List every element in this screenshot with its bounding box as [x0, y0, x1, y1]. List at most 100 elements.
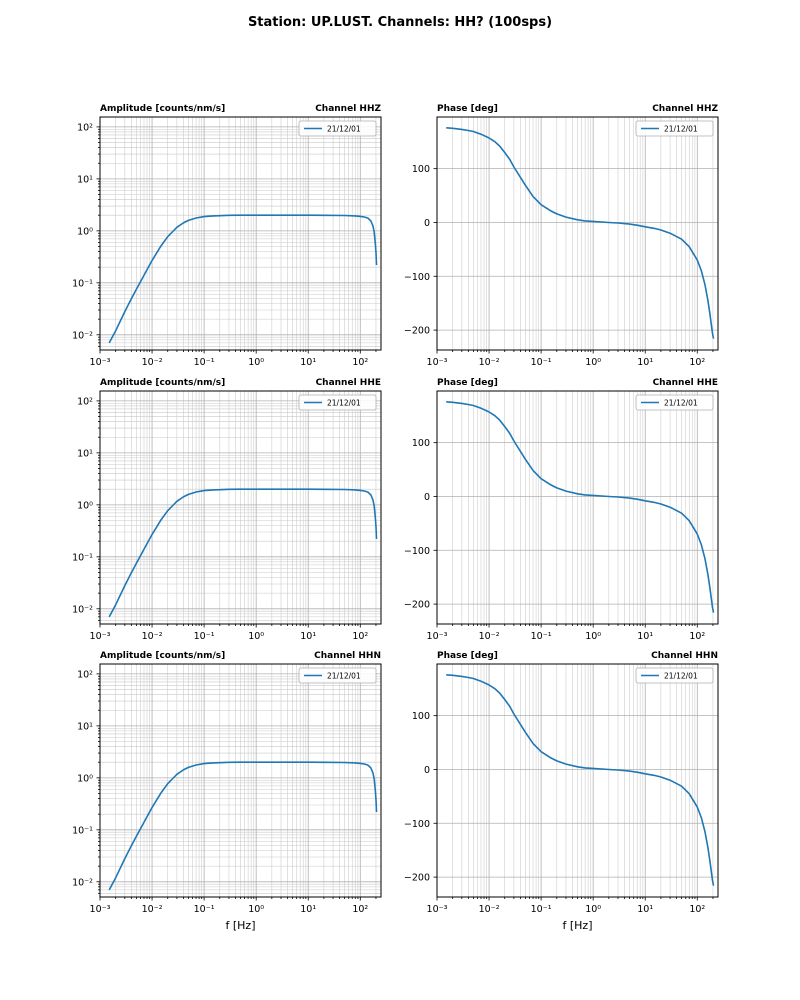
- legend-box: [635, 394, 714, 411]
- y-tick-label: 0: [424, 765, 430, 776]
- legend-label: 21/12/01: [664, 399, 698, 408]
- y-tick-label: 10⁰: [77, 226, 93, 237]
- subplot-title-left: Amplitude [counts/nm/s]: [100, 104, 225, 114]
- legend: 21/12/01: [635, 120, 714, 137]
- x-tick-label: 10²: [352, 357, 368, 368]
- legend-box: [298, 394, 377, 411]
- y-tick-label: −100: [404, 819, 430, 830]
- y-tick-label: −100: [404, 272, 430, 283]
- x-tick-label: 10¹: [300, 631, 316, 642]
- x-tick-label: 10⁻²: [142, 631, 163, 642]
- x-tick-label: 10⁰: [585, 631, 601, 642]
- x-tick-label: 10²: [352, 904, 368, 915]
- legend: 21/12/01: [298, 120, 377, 137]
- legend-label: 21/12/01: [327, 125, 361, 134]
- subplot-title-right: Channel HHZ: [315, 104, 381, 114]
- x-tick-label: 10²: [689, 904, 705, 915]
- x-tick-label: 10⁻²: [142, 904, 163, 915]
- grid-minor: [452, 664, 714, 897]
- x-tick-label: 10²: [689, 357, 705, 368]
- x-tick-label: 10⁻¹: [531, 357, 552, 368]
- y-tick-label: 10⁻¹: [72, 825, 93, 836]
- tick-labels: 10⁻³ 10⁻² 10⁻¹ 10⁰ 10¹ 10² 10⁻² 10⁻¹ 10⁰ 10¹ 10²: [72, 669, 368, 915]
- x-tick-label: 10⁻¹: [194, 357, 215, 368]
- y-tick-label: 100: [412, 164, 430, 175]
- grid-minor: [452, 117, 714, 350]
- y-tick-label: 10²: [77, 122, 93, 133]
- subplot-title-right: Channel HHZ: [652, 104, 718, 114]
- y-tick-label: 10⁻²: [72, 604, 93, 615]
- x-tick-label: 10⁰: [585, 357, 601, 368]
- subplot-phase-hhe: 10⁻³ 10⁻² 10⁻¹ 10⁰ 10¹ 10² −200 −100 0 100 Phase […: [404, 378, 719, 642]
- y-tick-label: 100: [412, 711, 430, 722]
- legend: 21/12/01: [298, 394, 377, 411]
- x-tick-label: 10⁰: [248, 631, 264, 642]
- tick-labels: 10⁻³ 10⁻² 10⁻¹ 10⁰ 10¹ 10² 10⁻² 10⁻¹ 10⁰ 10¹ 10²: [72, 396, 368, 642]
- x-tick-label: 10¹: [637, 904, 653, 915]
- y-tick-label: 10⁻²: [72, 877, 93, 888]
- subplot-title-right: Channel HHN: [314, 651, 381, 661]
- response-curve: [108, 761, 378, 891]
- x-tick-label: 10⁻¹: [531, 631, 552, 642]
- y-tick-label: 100: [412, 438, 430, 449]
- y-tick-label: 10¹: [77, 448, 93, 459]
- x-axis-label: f [Hz]: [563, 919, 593, 932]
- subplot-title-left: Phase [deg]: [437, 651, 498, 661]
- response-curve: [446, 401, 715, 613]
- y-tick-label: 10²: [77, 669, 93, 680]
- y-tick-label: 0: [424, 492, 430, 503]
- response-curve: [446, 674, 715, 886]
- y-tick-label: 0: [424, 218, 430, 229]
- legend-box: [635, 120, 714, 137]
- x-tick-label: 10⁻¹: [194, 631, 215, 642]
- subplot-title-left: Amplitude [counts/nm/s]: [100, 651, 225, 661]
- grid-major: [436, 117, 718, 350]
- subplot-amplitude-hhe: 10⁻³ 10⁻² 10⁻¹ 10⁰ 10¹ 10² 10⁻² 10⁻¹ 10⁰ 10¹ 10² Am…: [72, 378, 382, 642]
- response-curve: [108, 214, 378, 344]
- legend: 21/12/01: [635, 667, 714, 684]
- y-tick-label: 10⁰: [77, 500, 93, 511]
- x-tick-label: 10¹: [637, 631, 653, 642]
- legend-label: 21/12/01: [327, 399, 361, 408]
- legend-label: 21/12/01: [664, 125, 698, 134]
- y-tick-label: −100: [404, 546, 430, 557]
- x-tick-label: 10⁻³: [90, 904, 111, 915]
- tick-marks: [96, 126, 377, 354]
- x-tick-label: 10¹: [300, 904, 316, 915]
- tick-marks: [96, 673, 377, 901]
- x-tick-label: 10⁻²: [479, 904, 500, 915]
- legend-label: 21/12/01: [327, 672, 361, 681]
- y-tick-label: −200: [404, 326, 430, 337]
- x-tick-label: 10⁻¹: [194, 904, 215, 915]
- tick-labels: 10⁻³ 10⁻² 10⁻¹ 10⁰ 10¹ 10² −200 −100 0 100: [404, 438, 706, 642]
- grid-minor: [100, 391, 381, 624]
- x-tick-label: 10⁻²: [479, 631, 500, 642]
- y-tick-label: −200: [404, 600, 430, 611]
- response-curve: [446, 127, 715, 339]
- response-curve: [108, 488, 378, 618]
- legend-box: [298, 667, 377, 684]
- y-tick-label: 10¹: [77, 174, 93, 185]
- tick-marks: [96, 400, 377, 628]
- subplot-title-left: Phase [deg]: [437, 104, 498, 114]
- legend: 21/12/01: [298, 667, 377, 684]
- x-tick-label: 10⁻³: [90, 631, 111, 642]
- grid-minor: [100, 664, 381, 897]
- x-tick-label: 10¹: [300, 357, 316, 368]
- tick-labels: 10⁻³ 10⁻² 10⁻¹ 10⁰ 10¹ 10² 10⁻² 10⁻¹ 10⁰ 10¹ 10²: [72, 122, 368, 368]
- x-tick-label: 10⁰: [248, 904, 264, 915]
- grid-minor: [452, 391, 714, 624]
- tick-marks: [433, 168, 714, 354]
- y-tick-label: 10²: [77, 396, 93, 407]
- x-tick-label: 10⁰: [585, 904, 601, 915]
- tick-marks: [433, 442, 714, 628]
- subplot-title-right: Channel HHE: [653, 378, 718, 388]
- x-tick-label: 10⁻³: [427, 904, 448, 915]
- subplot-amplitude-hhn: 10⁻³ 10⁻² 10⁻¹ 10⁰ 10¹ 10² 10⁻² 10⁻¹ 10⁰ 10¹ 10² Am…: [72, 651, 382, 932]
- grid-minor: [100, 117, 381, 350]
- subplot-title-left: Phase [deg]: [437, 378, 498, 388]
- x-axis-label: f [Hz]: [226, 919, 256, 932]
- x-tick-label: 10²: [689, 631, 705, 642]
- tick-labels: 10⁻³ 10⁻² 10⁻¹ 10⁰ 10¹ 10² −200 −100 0 100: [404, 164, 706, 368]
- legend: 21/12/01: [635, 394, 714, 411]
